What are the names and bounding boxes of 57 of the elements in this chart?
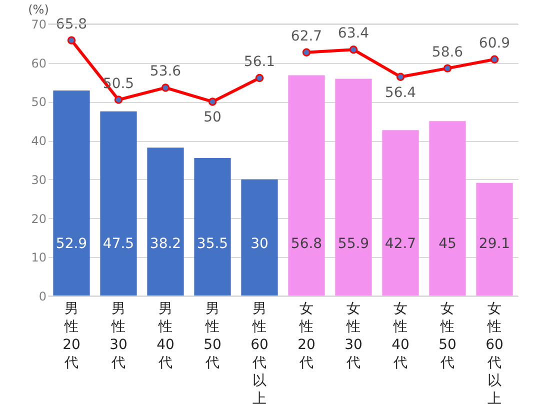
bar: [53, 90, 90, 296]
point: [255, 74, 264, 82]
x-tick-label: 男性20代: [62, 301, 80, 371]
data-label: 56.1: [244, 54, 276, 70]
point: [67, 36, 76, 44]
y-tick-label: 0: [38, 290, 46, 304]
y-tick-label: 10: [31, 250, 46, 265]
data-label: 56.4: [384, 84, 416, 101]
x-tick-label: 男性30代: [110, 301, 128, 371]
bar: [429, 121, 466, 296]
data-label: 62.7: [290, 28, 322, 44]
data-label: 58.6: [432, 44, 464, 60]
data-label: 47.5: [102, 236, 134, 252]
data-label: 50: [204, 110, 222, 126]
data-label: 29.1: [478, 236, 510, 252]
x-tick-label: 男性40代: [156, 301, 174, 371]
bar: [194, 158, 231, 296]
bar: [100, 111, 137, 296]
point: [396, 72, 405, 81]
point: [443, 64, 452, 72]
x-tick-label: 男性60代以上: [250, 301, 268, 407]
y-tick-label: 50: [31, 95, 46, 110]
point: [490, 55, 499, 64]
y-tick-label: 60: [31, 56, 46, 70]
x-tick-label: 女性30代: [344, 301, 362, 371]
point: [161, 84, 170, 92]
y-tick-label: 30: [31, 172, 46, 187]
y-axis-title: (%): [28, 2, 49, 16]
bar: [335, 78, 372, 296]
data-label: 42.7: [384, 236, 416, 252]
data-label: 45: [438, 236, 456, 252]
bar: [241, 179, 278, 296]
data-label: 55.9: [338, 236, 370, 252]
point: [114, 96, 123, 104]
point: [302, 48, 311, 56]
bar: [288, 75, 325, 296]
y-tick-label: 20: [31, 212, 46, 226]
data-label: 38.2: [150, 236, 182, 252]
data-label: 53.6: [150, 64, 182, 80]
data-label: 56.8: [290, 236, 322, 252]
x-tick-label: 女性40代: [392, 301, 410, 371]
data-label: 30: [250, 236, 268, 252]
y-tick-label: 40: [31, 134, 46, 148]
bar: [147, 148, 184, 296]
data-label: 63.4: [338, 26, 370, 42]
bar: [476, 182, 513, 296]
x-tick-label: 女性60代以上: [486, 301, 504, 407]
data-label: 60.9: [478, 35, 510, 52]
point: [349, 46, 358, 54]
bar: [382, 130, 419, 296]
point: [208, 98, 217, 106]
y-tick-label: 70: [31, 18, 46, 32]
x-tick-label: 女性20代: [298, 301, 316, 371]
x-tick-label: 女性50代: [438, 301, 456, 371]
data-label: 52.9: [56, 236, 88, 252]
x-tick-label: 男性50代: [204, 301, 222, 371]
data-label: 35.5: [196, 236, 228, 252]
